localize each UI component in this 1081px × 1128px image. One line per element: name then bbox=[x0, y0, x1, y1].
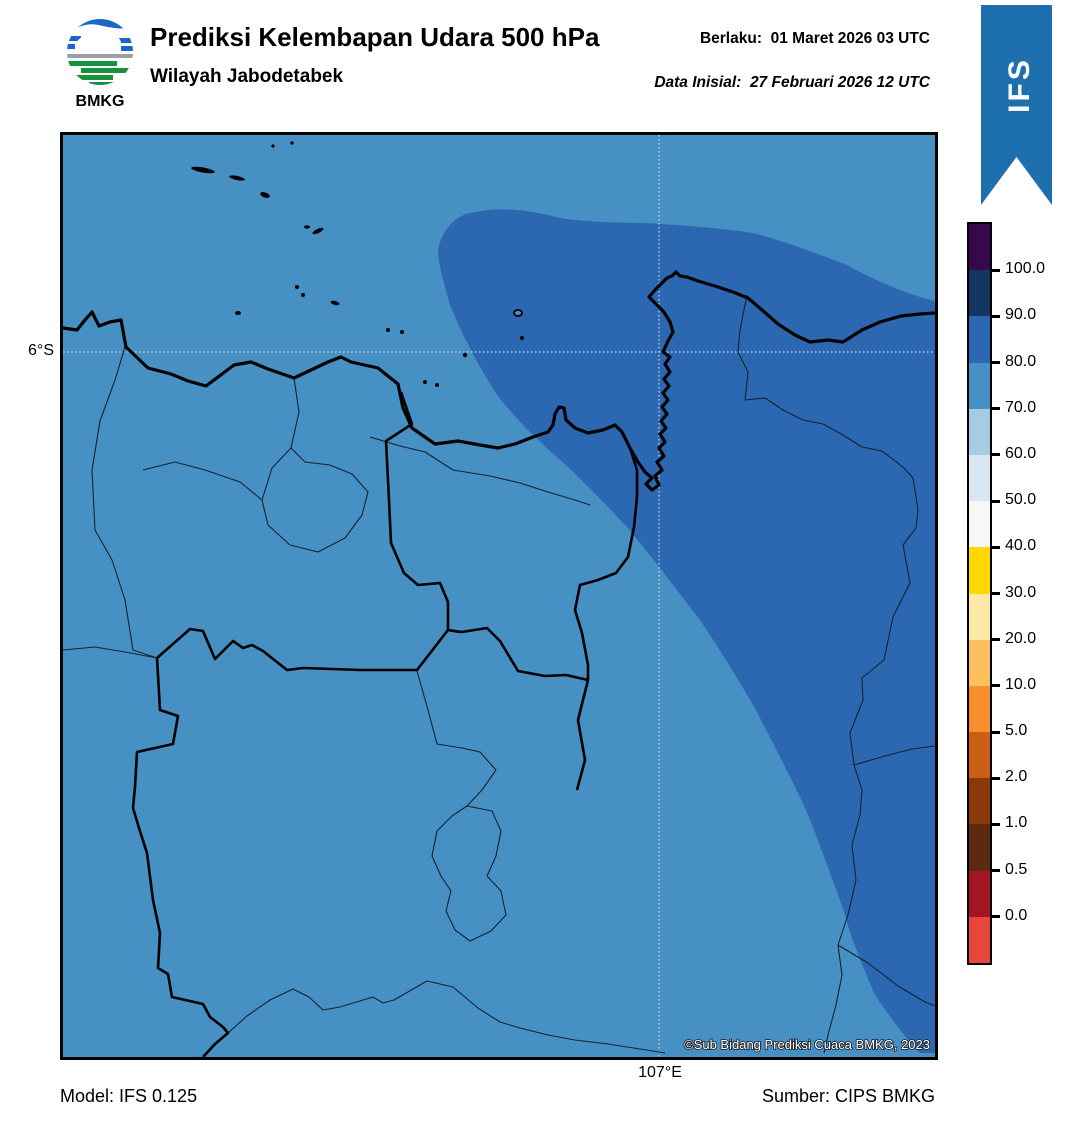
islands bbox=[191, 141, 524, 387]
colorbar-tick-label: 60.0 bbox=[1005, 444, 1037, 462]
colorbar-segment bbox=[969, 639, 990, 686]
map-copyright: ©Sub Bidang Prediksi Cuaca BMKG, 2023 bbox=[684, 1037, 930, 1052]
colorbar: 100.0 90.0 80.0 70.0 60.0 50.0 40.0 30.0 20.0 10.… bbox=[967, 222, 1045, 965]
bmkg-logo: BMKG bbox=[67, 19, 133, 110]
colorbar-tick bbox=[990, 776, 1000, 780]
colorbar-tick bbox=[990, 314, 1000, 318]
colorbar-segment bbox=[969, 732, 990, 779]
colorbar-segment bbox=[969, 547, 990, 594]
colorbar-tick-label: 2.0 bbox=[1005, 768, 1028, 786]
initial-label: Data Inisial: bbox=[654, 74, 742, 91]
high-humidity-region bbox=[438, 209, 935, 1053]
colorbar-tick bbox=[990, 869, 1000, 873]
colorbar-tick bbox=[990, 684, 1000, 688]
colorbar-segment bbox=[969, 685, 990, 733]
valid-label: Berlaku: bbox=[699, 30, 762, 47]
ring-island bbox=[513, 309, 523, 317]
colorbar-segment bbox=[969, 778, 990, 825]
valid-value: 01 Maret 2026 03 UTC bbox=[770, 30, 930, 47]
model-ribbon: IFS bbox=[981, 5, 1052, 205]
ribbon-shape bbox=[981, 5, 1052, 205]
colorbar-tick-label: 10.0 bbox=[1005, 675, 1037, 693]
colorbar-tick bbox=[990, 361, 1000, 365]
colorbar-tick-label: 20.0 bbox=[1005, 629, 1037, 647]
colorbar-tick bbox=[990, 638, 1000, 642]
colorbar-segment bbox=[969, 824, 990, 871]
colorbar-tick-label: 80.0 bbox=[1005, 352, 1037, 370]
longitude-label: 107°E bbox=[638, 1064, 682, 1081]
colorbar-tick-label: 50.0 bbox=[1005, 491, 1037, 509]
latitude-label: 6°S bbox=[28, 342, 54, 359]
valid-datetime: Berlaku: 01 Maret 2026 03 UTC bbox=[700, 30, 930, 48]
bmkg-logo-text: BMKG bbox=[76, 93, 125, 110]
humidity-map: ©Sub Bidang Prediksi Cuaca BMKG, 2023 bbox=[60, 132, 938, 1060]
colorbar-segment bbox=[969, 870, 990, 917]
colorbar-segment bbox=[969, 501, 990, 548]
colorbar-tick-label: 30.0 bbox=[1005, 583, 1037, 601]
colorbar-segment bbox=[969, 454, 990, 502]
colorbar-segment bbox=[969, 316, 990, 363]
source-label: Sumber: CIPS BMKG bbox=[761, 1086, 935, 1106]
page-subtitle: Wilayah Jabodetabek bbox=[150, 66, 344, 87]
initial-datetime: Data Inisial: 27 Februari 2026 12 UTC bbox=[654, 74, 930, 92]
coastline bbox=[61, 270, 937, 492]
colorbar-tick-label: 0.5 bbox=[1005, 860, 1028, 878]
colorbar-tick bbox=[990, 592, 1000, 595]
colorbar-track bbox=[969, 224, 990, 963]
bmkg-logo-globe bbox=[67, 19, 133, 85]
colorbar-segment bbox=[969, 224, 990, 271]
page-title: Prediksi Kelembapan Udara 500 hPa bbox=[150, 22, 600, 52]
colorbar-tick-label: 70.0 bbox=[1005, 398, 1037, 416]
colorbar-tick bbox=[990, 730, 1000, 734]
colorbar-tick bbox=[990, 545, 1000, 549]
colorbar-tick bbox=[990, 499, 1000, 503]
model-label: Model: IFS 0.125 bbox=[60, 1086, 198, 1106]
colorbar-tick-label: 0.0 bbox=[1005, 906, 1028, 924]
colorbar-tick bbox=[990, 407, 1000, 411]
colorbar-segment bbox=[969, 916, 990, 963]
colorbar-tick bbox=[990, 268, 1000, 272]
colorbar-tick-label: 100.0 bbox=[1005, 260, 1046, 278]
colorbar-tick-label: 5.0 bbox=[1005, 722, 1028, 740]
colorbar-segment bbox=[969, 362, 990, 409]
district-boundaries bbox=[62, 294, 936, 1054]
colorbar-tick-label: 1.0 bbox=[1005, 814, 1028, 832]
colorbar-tick bbox=[990, 453, 1000, 457]
colorbar-segment bbox=[969, 593, 990, 640]
colorbar-tick-label: 90.0 bbox=[1005, 306, 1037, 324]
colorbar-segment bbox=[969, 270, 990, 317]
colorbar-tick bbox=[990, 822, 1000, 826]
colorbar-segment bbox=[969, 408, 990, 455]
colorbar-tick bbox=[990, 915, 1000, 919]
province-boundaries bbox=[131, 391, 639, 1058]
colorbar-tick-label: 40.0 bbox=[1005, 537, 1037, 555]
map-canvas: ©Sub Bidang Prediksi Cuaca BMKG, 2023 bbox=[61, 135, 937, 1058]
ribbon-label: IFS bbox=[1003, 57, 1036, 113]
initial-value: 27 Februari 2026 12 UTC bbox=[749, 74, 930, 91]
